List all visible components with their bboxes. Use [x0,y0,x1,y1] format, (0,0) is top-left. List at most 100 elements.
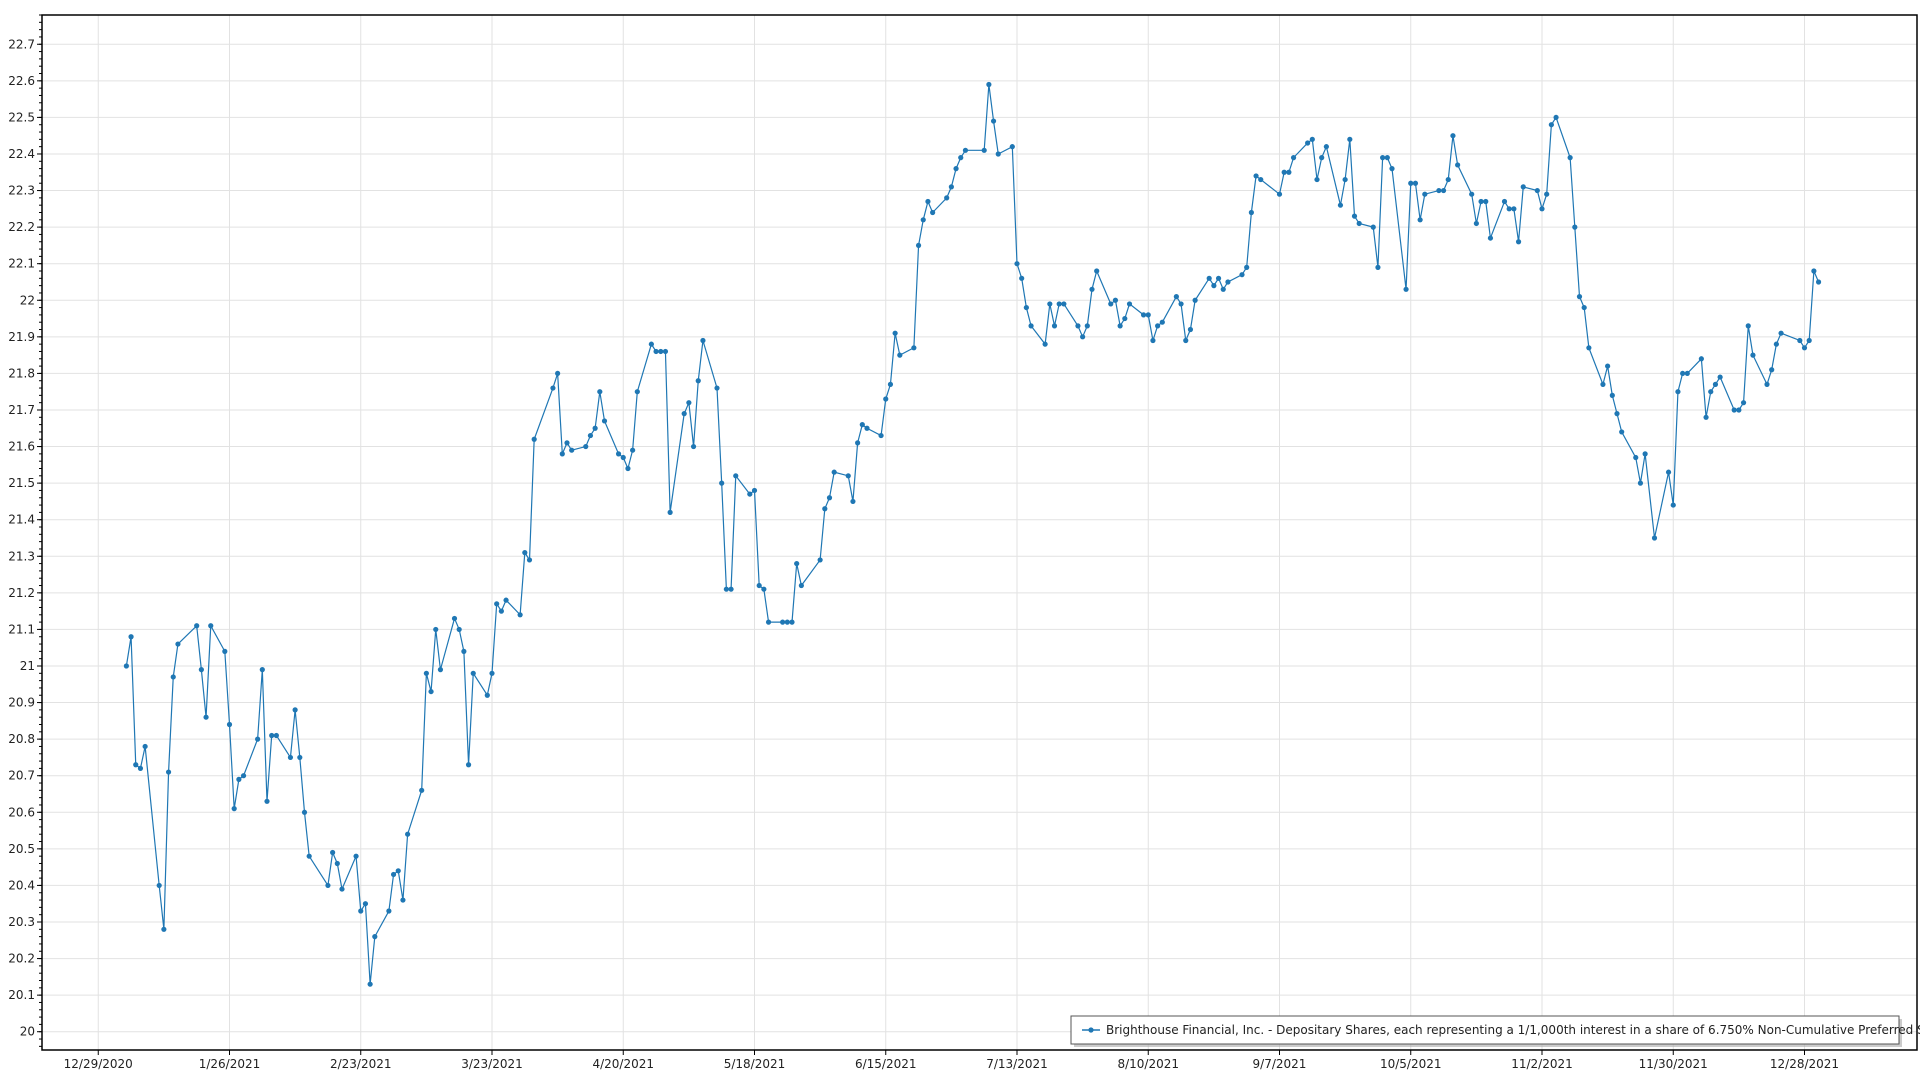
data-point [747,491,753,497]
y-tick-label: 20 [20,1025,35,1039]
y-tick-label: 21 [20,659,35,673]
data-point [583,443,589,450]
data-point [733,473,739,479]
data-point [1215,275,1222,281]
y-tick-label: 20.6 [8,805,35,819]
data-point [789,619,795,625]
data-point [587,432,594,439]
data-point [301,809,308,815]
data-point [1351,213,1358,219]
data-point [1019,275,1025,281]
data-point [1764,381,1770,387]
data-point [1675,389,1681,395]
y-tick-label: 20.2 [8,952,35,966]
data-point [1375,264,1381,270]
data-point [1356,220,1362,227]
legend-box [1070,1015,1900,1045]
data-point [817,557,823,563]
data-point [555,370,561,377]
data-point [156,882,162,889]
data-point [1548,122,1554,128]
data-point [1206,275,1212,281]
data-point [400,897,406,903]
data-point [1159,319,1165,325]
x-tick-label: 2/23/2021 [330,1057,392,1071]
data-point [1342,176,1348,183]
x-tick-label: 9/7/2021 [1253,1057,1307,1071]
data-point [175,641,181,647]
data-point [1080,334,1086,340]
data-point [133,762,139,768]
data-point [855,440,861,446]
data-point [484,692,490,698]
data-point [930,209,936,216]
data-point [330,849,336,856]
data-point [1750,352,1756,358]
data-point [620,454,626,461]
data-point [1178,301,1184,307]
data-point [1469,191,1475,197]
y-tick-label: 22.7 [8,37,35,51]
data-point [1126,301,1133,307]
data-point [465,762,472,768]
data-point [958,155,964,161]
data-point [1736,407,1742,413]
data-point [845,473,851,479]
plot-frame [41,14,1918,1051]
data-point [494,601,500,607]
data-point [451,615,458,622]
data-point [878,432,884,439]
data-point [550,385,556,391]
x-tick-label: 8/10/2021 [1117,1057,1179,1071]
data-point [1445,176,1451,183]
data-point [1192,297,1198,303]
legend: Brighthouse Financial, Inc. - Depositary… [1070,1015,1920,1047]
x-tick-label: 6/15/2021 [855,1057,917,1071]
data-point [1609,392,1615,398]
x-tick-label: 10/5/2021 [1380,1057,1442,1071]
data-point [1773,341,1779,347]
data-point [1605,363,1611,369]
data-point [123,663,129,669]
data-point [1155,323,1161,329]
data-point [1323,144,1329,150]
data-point [334,860,340,867]
data-point [1576,294,1583,300]
data-point [259,667,265,673]
data-point [1009,144,1015,150]
data-point [522,550,528,556]
data-point [761,586,767,592]
data-point [1108,301,1114,307]
data-point [1042,341,1048,347]
data-point [658,348,664,355]
data-point [170,674,176,680]
data-point [358,908,364,914]
data-point [1389,166,1395,172]
data-point [981,147,987,153]
data-point [1286,169,1292,175]
data-point [690,443,697,450]
y-tick-label: 22 [20,293,35,307]
data-point [1094,268,1100,274]
data-point [1314,176,1320,183]
y-tick-label: 21.1 [8,622,35,636]
data-point [1084,323,1090,329]
data-point [1769,367,1775,373]
data-point [367,981,373,987]
data-point [648,341,654,347]
data-point [142,743,148,750]
data-point [128,634,134,640]
data-point [203,714,209,720]
data-point [1253,173,1259,179]
data-point [1665,469,1672,475]
data-point [1248,209,1254,216]
x-axis: 12/29/2020 1/26/2021 2/23/2021 3/23/2021 4/2… [64,1050,1839,1071]
data-point [198,667,204,673]
data-point [226,721,233,728]
data-point [353,853,359,859]
data-point [700,337,706,344]
data-point [1276,191,1283,197]
data-point [1281,169,1287,175]
data-point [756,582,762,589]
